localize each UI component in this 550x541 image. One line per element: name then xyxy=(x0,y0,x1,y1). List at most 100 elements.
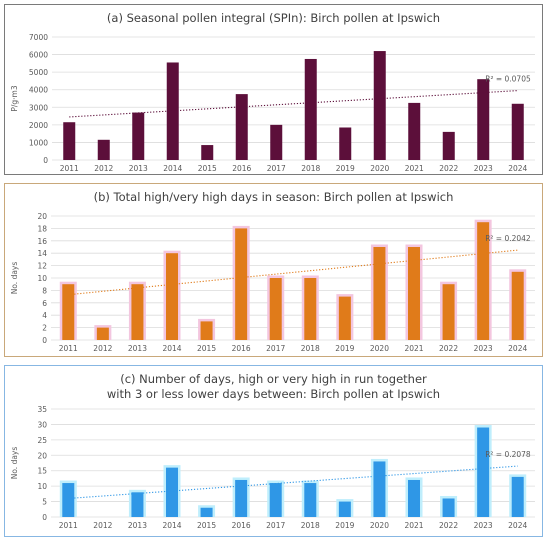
x-tick-label: 2011 xyxy=(60,164,79,173)
bar-2019 xyxy=(338,296,351,340)
x-tick-label: 2015 xyxy=(197,344,216,353)
y-tick-label: 4 xyxy=(42,311,47,320)
x-tick-label: 2011 xyxy=(59,344,78,353)
x-tick-label: 2019 xyxy=(335,521,354,530)
chart-c-title: (c) Number of days, high or very high in… xyxy=(106,372,441,401)
bar-2020 xyxy=(373,247,386,340)
x-tick-label: 2013 xyxy=(129,164,148,173)
x-tick-label: 2022 xyxy=(439,164,458,173)
chart-panel-a: 0 1000 2000 3000 4000 5000 6000 7000 P/g·m3 2011 2… xyxy=(4,4,543,175)
y-tick-label: 2000 xyxy=(29,121,48,130)
trendline xyxy=(68,249,518,296)
x-tick-label: 2012 xyxy=(93,344,112,353)
y-tick-label: 0 xyxy=(42,513,47,522)
x-tick-label: 2014 xyxy=(162,344,181,353)
r2-label: R² = 0.0705 xyxy=(485,75,531,84)
x-tick-label: 2021 xyxy=(404,344,423,353)
y-tick-label: 3000 xyxy=(29,103,48,112)
bar-2013 xyxy=(131,492,144,517)
y-axis-label: No. days xyxy=(10,262,19,295)
bar-2014 xyxy=(166,467,178,517)
y-tick-label: 14 xyxy=(37,249,47,258)
bar-2011 xyxy=(62,284,75,340)
x-tick-label: 2020 xyxy=(370,164,389,173)
bar-2020 xyxy=(373,461,386,517)
x-tick-label: 2023 xyxy=(474,344,493,353)
bar-2021 xyxy=(408,102,421,160)
chart-a-svg: 0 1000 2000 3000 4000 5000 6000 7000 P/g·m3 2011 2… xyxy=(10,33,535,173)
x-tick-label: 2013 xyxy=(128,521,147,530)
bar-2013 xyxy=(132,112,145,160)
bar-2021 xyxy=(408,479,420,517)
bar-2016 xyxy=(235,228,248,340)
bar-2011 xyxy=(62,483,75,517)
y-tick-label: 8 xyxy=(42,286,47,295)
bar-2022 xyxy=(442,284,455,340)
x-tick-label: 2014 xyxy=(162,521,181,530)
bar-2015 xyxy=(200,321,213,340)
x-tick-label: 2022 xyxy=(439,344,458,353)
y-tick-label: 0 xyxy=(42,336,47,345)
bar-2020 xyxy=(373,51,386,160)
bar-2017 xyxy=(269,483,282,517)
x-tick-label: 2017 xyxy=(266,344,285,353)
y-axis-label: No. days xyxy=(10,447,19,480)
bar-2018 xyxy=(304,278,317,340)
chart-panel-c: 0 5 10 15 20 25 30 35 No. days 2011 2012 2013 2014 20… xyxy=(4,365,543,537)
x-tick-label: 2012 xyxy=(93,521,112,530)
x-tick-label: 2013 xyxy=(128,344,147,353)
y-tick-label: 5 xyxy=(42,498,47,507)
y-axis-label: P/g·m3 xyxy=(10,85,19,112)
x-tick-label: 2019 xyxy=(336,164,355,173)
y-tick-label: 18 xyxy=(37,224,47,233)
bar-2024 xyxy=(511,103,524,160)
r2-label: R² = 0.2078 xyxy=(485,450,531,459)
r2-label: R² = 0.2042 xyxy=(485,234,531,243)
bar-2014 xyxy=(166,62,179,160)
y-tick-label: 35 xyxy=(37,405,47,414)
y-tick-label: 2 xyxy=(42,324,47,333)
bar-2022 xyxy=(442,498,455,517)
bar-2017 xyxy=(269,278,282,340)
x-tick-label: 2021 xyxy=(405,164,424,173)
x-tick-label: 2024 xyxy=(508,164,527,173)
y-tick-label: 20 xyxy=(37,212,47,221)
bar-2024 xyxy=(511,271,524,340)
x-tick-label: 2016 xyxy=(232,521,251,530)
x-tick-label: 2020 xyxy=(370,521,389,530)
x-tick-label: 2018 xyxy=(301,521,320,530)
y-tick-label: 5000 xyxy=(29,68,48,77)
bar-2019 xyxy=(338,501,351,517)
x-tick-label: 2012 xyxy=(94,164,113,173)
y-tick-label: 10 xyxy=(37,274,47,283)
y-tick-label: 1000 xyxy=(29,138,48,147)
bar-2018 xyxy=(304,58,317,160)
bar-2016 xyxy=(235,479,248,517)
chart-panel-b: 0 2 4 6 8 10 12 14 16 18 20 No. days 2011 2012 2013 201… xyxy=(4,183,543,357)
bar-2022 xyxy=(442,131,455,160)
chart-a-title: (a) Seasonal pollen integral (SPIn): Bir… xyxy=(106,11,441,25)
x-tick-label: 2016 xyxy=(232,344,251,353)
x-tick-label: 2016 xyxy=(232,164,251,173)
bar-2012 xyxy=(97,139,110,160)
x-tick-label: 2023 xyxy=(474,521,493,530)
y-tick-label: 12 xyxy=(37,262,47,271)
trendline xyxy=(68,465,518,500)
x-tick-label: 2015 xyxy=(198,164,217,173)
x-tick-label: 2011 xyxy=(59,521,78,530)
x-tick-label: 2023 xyxy=(474,164,493,173)
bar-2018 xyxy=(304,483,317,517)
y-tick-label: 30 xyxy=(37,420,47,429)
x-tick-label: 2024 xyxy=(508,344,527,353)
x-tick-label: 2024 xyxy=(508,521,527,530)
chart-b-svg: 0 2 4 6 8 10 12 14 16 18 20 No. days 2011 2012 2013 201… xyxy=(10,212,535,353)
bar-2017 xyxy=(270,124,283,160)
y-tick-label: 16 xyxy=(37,237,47,246)
x-tick-label: 2017 xyxy=(267,164,286,173)
y-tick-label: 10 xyxy=(37,482,47,491)
y-tick-label: 4000 xyxy=(29,86,48,95)
bar-2012 xyxy=(96,327,109,340)
x-tick-label: 2019 xyxy=(335,344,354,353)
bar-2011 xyxy=(63,122,76,160)
bar-2019 xyxy=(339,127,352,160)
